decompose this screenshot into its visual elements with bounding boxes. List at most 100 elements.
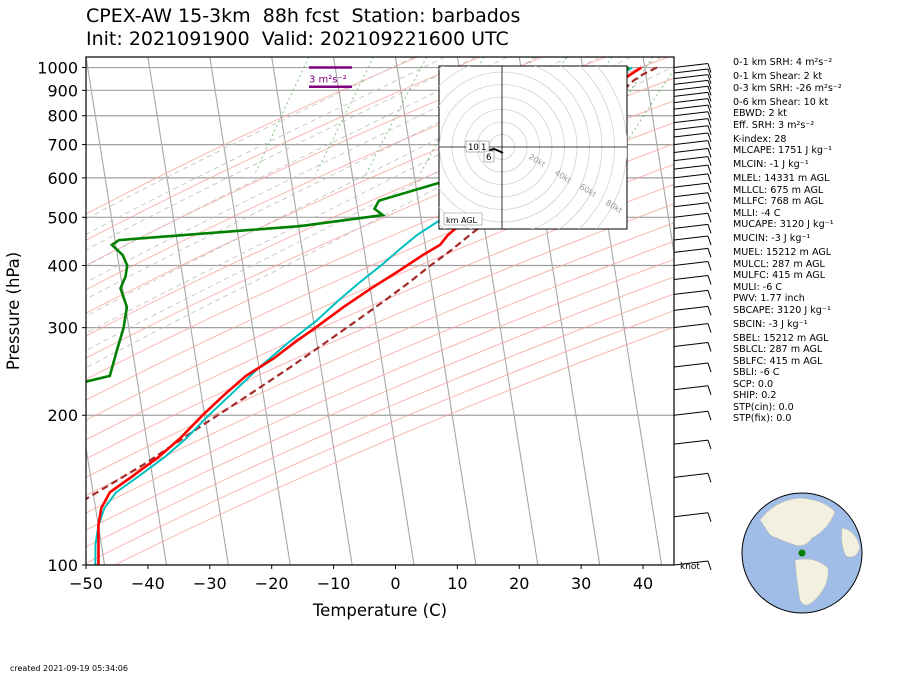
y-tick-label: 700 bbox=[47, 136, 78, 155]
y-tick-label: 400 bbox=[47, 256, 78, 275]
index-line: K-index: 28 bbox=[733, 133, 787, 145]
wind-barb-flag bbox=[707, 182, 712, 193]
isotherm bbox=[147, 57, 229, 565]
globe-land-africa bbox=[841, 527, 861, 558]
wind-barb bbox=[673, 202, 709, 208]
x-tick-label: 40 bbox=[633, 574, 653, 593]
wind-barb-flag bbox=[707, 156, 712, 166]
isotherm bbox=[209, 57, 291, 565]
wind-barb bbox=[673, 111, 709, 117]
moist-adiabat bbox=[86, 57, 600, 317]
wind-barb bbox=[673, 132, 709, 138]
wind-barb-flag bbox=[707, 86, 712, 96]
index-line: MULI: -6 C bbox=[733, 281, 783, 293]
wind-barb-flag bbox=[707, 98, 712, 108]
index-line: SBCAPE: 3120 J kg⁻¹ bbox=[733, 304, 831, 316]
wind-barb-flag bbox=[707, 92, 712, 102]
wind-barb bbox=[673, 98, 709, 104]
index-line: SBLCL: 287 m AGL bbox=[733, 344, 823, 355]
wind-barb-flag bbox=[707, 213, 712, 223]
created-timestamp: created 2021-09-19 05:34:06 bbox=[10, 664, 128, 673]
x-tick-label: −40 bbox=[131, 574, 165, 593]
wind-barb bbox=[673, 164, 709, 170]
index-line: SBCIN: -3 J kg⁻¹ bbox=[733, 318, 808, 330]
wind-barb bbox=[673, 472, 709, 478]
index-line: SBEL: 15212 m AGL bbox=[733, 332, 829, 344]
index-line: SCP: 0.0 bbox=[733, 378, 774, 390]
globe-land-north-america bbox=[759, 497, 836, 546]
hodograph-legend-box bbox=[443, 212, 483, 226]
wind-barb-flag bbox=[707, 118, 712, 128]
wind-barb bbox=[673, 362, 709, 368]
index-line: STP(cin): 0.0 bbox=[733, 401, 794, 413]
hodograph-mark-box bbox=[483, 150, 495, 163]
index-line: MLEL: 14331 m AGL bbox=[733, 173, 830, 184]
index-line: SHIP: 0.2 bbox=[733, 390, 777, 401]
y-tick-label: 800 bbox=[47, 107, 78, 126]
location-globe bbox=[741, 492, 863, 614]
index-line: MLCAPE: 1751 J kg⁻¹ bbox=[733, 145, 832, 156]
wind-barb bbox=[673, 560, 709, 566]
x-tick-label: −50 bbox=[69, 574, 103, 593]
wind-barb bbox=[673, 140, 709, 146]
wind-units-label: knot bbox=[680, 562, 700, 572]
dry-adiabat bbox=[86, 183, 674, 441]
index-line: Eff. SRH: 3 m²s⁻² bbox=[733, 119, 815, 131]
index-line: 0-1 km Shear: 2 kt bbox=[733, 71, 823, 82]
globe-land-south-america bbox=[794, 558, 829, 606]
wind-barb-flag bbox=[707, 104, 712, 115]
dry-adiabat bbox=[86, 222, 674, 478]
isotherm bbox=[333, 57, 415, 565]
wind-barb-flag bbox=[707, 148, 712, 158]
wind-barb-flag bbox=[707, 192, 712, 202]
wind-barb bbox=[673, 79, 709, 85]
station-marker bbox=[798, 549, 806, 557]
index-line: MLLCL: 675 m AGL bbox=[733, 184, 824, 196]
srh-label: 3 m²s⁻² bbox=[309, 75, 347, 86]
wind-barb bbox=[673, 192, 709, 198]
wind-barb-flag bbox=[707, 235, 712, 246]
dry-adiabat bbox=[114, 326, 674, 565]
wind-barb bbox=[673, 104, 709, 110]
wind-barb bbox=[673, 323, 709, 329]
wind-barb bbox=[673, 223, 709, 229]
wind-barb bbox=[673, 212, 709, 218]
index-line: MUCIN: -3 J kg⁻¹ bbox=[733, 233, 811, 244]
index-line: 0-6 km Shear: 10 kt bbox=[733, 96, 829, 108]
y-tick-label: 300 bbox=[47, 319, 78, 338]
wind-barb-flag bbox=[707, 68, 712, 79]
index-line: STP(fix): 0.0 bbox=[733, 413, 792, 424]
wind-barb-flag bbox=[707, 439, 712, 450]
wind-barb bbox=[673, 247, 709, 253]
wind-barb-flag bbox=[707, 275, 712, 285]
wind-barb bbox=[673, 63, 709, 69]
y-axis-label: Pressure (hPa) bbox=[4, 252, 23, 370]
wind-barb-flag bbox=[707, 164, 712, 175]
index-line: EBWD: 2 kt bbox=[733, 108, 787, 119]
wind-barb-flag bbox=[707, 560, 712, 571]
dry-adiabat bbox=[86, 77, 674, 337]
index-line: MULCL: 287 m AGL bbox=[733, 258, 825, 270]
wind-barb-flag bbox=[707, 80, 712, 90]
wind-barb-flag bbox=[707, 63, 712, 73]
wind-barb bbox=[673, 182, 709, 188]
dry-adiabat bbox=[86, 276, 674, 531]
wind-barb-flag bbox=[707, 261, 712, 271]
wind-barb bbox=[673, 147, 709, 153]
wind-barb bbox=[673, 125, 709, 131]
chart-subtitle: Init: 2021091900 Valid: 2021092216​00 UT… bbox=[86, 28, 509, 50]
mixing-ratio-line bbox=[254, 57, 310, 175]
moist-adiabat bbox=[86, 57, 415, 220]
index-line: SBLI: -6 C bbox=[733, 367, 780, 378]
hodograph-mark-label: 6 bbox=[486, 153, 491, 163]
wind-barb-flag bbox=[707, 140, 712, 150]
wind-barb-flag bbox=[707, 74, 712, 84]
index-line: MLCIN: -1 J kg⁻¹ bbox=[733, 159, 809, 170]
dry-adiabat bbox=[86, 258, 674, 514]
chart-axes: 7680−50−40−30−20−10010203040100200300400… bbox=[4, 59, 653, 620]
wind-barb bbox=[673, 261, 709, 266]
index-line: PWV: 1.77 inch bbox=[733, 293, 805, 304]
y-tick-label: 200 bbox=[47, 406, 78, 425]
wind-barbs: knot bbox=[673, 57, 712, 572]
hodograph-mark-label: 1 bbox=[481, 143, 486, 153]
